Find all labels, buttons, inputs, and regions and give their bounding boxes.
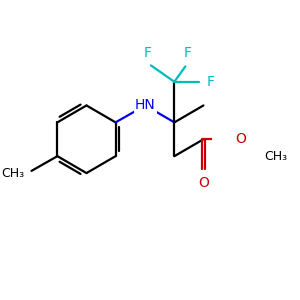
Text: F: F <box>143 46 151 60</box>
Text: F: F <box>207 75 215 89</box>
Text: F: F <box>184 46 192 60</box>
Text: HN: HN <box>135 98 156 112</box>
Text: CH₃: CH₃ <box>1 167 24 180</box>
Text: O: O <box>198 176 209 190</box>
Text: O: O <box>235 132 246 146</box>
Text: CH₃: CH₃ <box>264 150 287 163</box>
